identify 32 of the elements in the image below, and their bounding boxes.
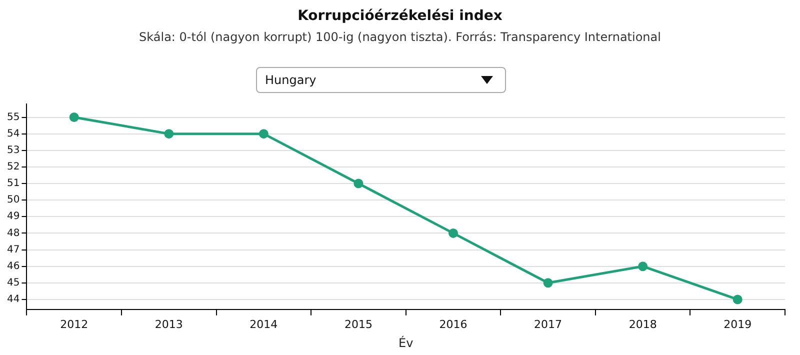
point [638,262,648,272]
y-tick-label: 45 [6,277,20,288]
y-tick-label: 54 [6,128,20,140]
y-tick-label: 48 [6,228,20,239]
y-tick-label: 55 [6,112,20,123]
x-tick-label: 2019 [724,318,752,331]
y-tick-label: 49 [6,211,20,222]
x-tick-label: 2015 [344,318,372,331]
chart-title: Korrupcióérzékelési index [296,8,504,24]
x-axis-title: Év [398,334,414,350]
point [732,294,742,304]
point [354,178,364,188]
y-tick-label: 47 [6,244,20,256]
x-tick-label: 2014 [250,318,278,331]
y-tick-label: 51 [6,178,20,190]
x-tick-label: 2016 [439,318,468,331]
point [258,129,268,139]
y-tick-label: 52 [6,162,20,173]
x-tick-label: 2012 [60,318,88,331]
chart-subtitle: Skála: 0-tól (nagyon korrupt) 100-ig (nagyon tiszta). Forrás: Transparency International [138,30,662,44]
point [448,228,458,238]
x-tick-label: 2017 [534,318,562,331]
country-dropdown: Hungary [256,67,506,93]
x-tick-label: 2018 [628,318,657,331]
y-tick-label: 53 [6,144,20,156]
point [69,112,79,122]
y-tick-label: 46 [6,260,20,272]
point [164,129,174,139]
y-tick-label: 50 [6,194,20,206]
y-tick-label: 44 [6,294,20,306]
x-tick-label: 2013 [154,318,183,331]
point [543,278,553,288]
